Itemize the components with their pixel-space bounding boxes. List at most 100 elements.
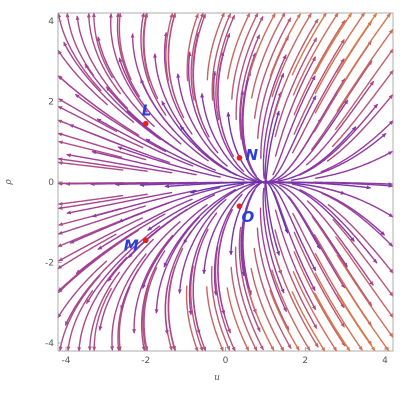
point-label: M: [124, 236, 139, 254]
streamline: [248, 13, 276, 79]
streamline: [58, 217, 143, 262]
streamline: [58, 140, 123, 158]
streamline: [186, 13, 199, 82]
streamline: [306, 80, 374, 166]
streamline: [264, 95, 317, 184]
streamline: [272, 190, 316, 292]
streamline: [264, 181, 317, 272]
y-tick-label: -2: [45, 258, 54, 268]
point-marker: [236, 155, 243, 161]
streamline: [57, 220, 120, 248]
y-axis-label: ρ: [4, 179, 14, 186]
streamline: [86, 225, 161, 304]
streamline: [314, 12, 366, 95]
x-axis-ticks: -4 -2 0 2 4: [61, 347, 388, 366]
streamline: [211, 265, 231, 351]
streamline: [217, 227, 231, 334]
streamline: [254, 17, 292, 119]
point-marker: [142, 120, 149, 127]
streamline: [58, 98, 118, 132]
streamline: [274, 56, 316, 157]
streamline: [271, 269, 311, 351]
streamline: [292, 12, 339, 96]
streamline: [57, 260, 108, 319]
streamline: [77, 256, 128, 352]
streamline: [163, 189, 237, 268]
streamline: [91, 189, 197, 218]
streamline: [292, 212, 345, 309]
streamline: [187, 51, 219, 154]
streamline: [262, 187, 285, 294]
streamline: [145, 138, 245, 181]
equilibrium-points: L N O M: [124, 102, 259, 255]
streamline: [117, 12, 132, 80]
streamline: [337, 13, 378, 74]
streamline: [74, 93, 167, 153]
streamline: [256, 227, 290, 331]
streamline: [188, 212, 218, 316]
streamline: [336, 254, 394, 338]
streamline: [57, 193, 148, 210]
point-label: N: [245, 146, 258, 164]
streamline: [227, 12, 251, 80]
streamline: [291, 58, 345, 154]
streamline: [167, 12, 177, 101]
streamline: [239, 90, 267, 184]
streamline: [84, 63, 161, 141]
streamline: [291, 183, 385, 236]
streamlines: [57, 12, 394, 352]
streamline: [96, 36, 155, 127]
streamline: [214, 246, 236, 352]
streamline: [200, 92, 257, 182]
streamline: [96, 118, 194, 167]
streamline: [274, 37, 318, 138]
streamline: [176, 73, 228, 167]
x-tick-label: 0: [223, 356, 229, 366]
streamline: [238, 226, 261, 333]
streamline: [92, 287, 112, 352]
streamline: [192, 246, 207, 352]
streamline: [292, 271, 337, 352]
streamline: [273, 249, 319, 348]
point-marker: [142, 237, 149, 244]
streamline: [117, 286, 131, 352]
streamline: [253, 247, 292, 349]
streamline: [75, 15, 129, 110]
streamline: [274, 209, 317, 311]
streamline: [57, 49, 108, 106]
streamline: [118, 57, 182, 145]
y-tick-label: -4: [45, 339, 54, 349]
streamline: [299, 189, 378, 264]
streamline: [321, 192, 394, 247]
streamline: [230, 266, 258, 352]
streamline: [263, 181, 372, 190]
streamline: [211, 13, 231, 101]
streamline: [147, 183, 244, 231]
streamline: [231, 12, 259, 100]
streamline: [279, 184, 348, 268]
streamline: [190, 265, 204, 352]
point-label: O: [241, 208, 254, 226]
streamline: [291, 12, 327, 76]
streamline: [64, 242, 134, 326]
streamline: [87, 271, 120, 351]
streamline: [291, 291, 326, 352]
streamline: [259, 207, 287, 313]
streamline: [272, 75, 316, 176]
streamline: [192, 228, 209, 335]
streamline: [268, 181, 355, 242]
streamline: [167, 248, 184, 351]
streamline: [192, 13, 206, 120]
streamline: [277, 99, 349, 181]
streamline: [161, 100, 238, 176]
streamline: [108, 13, 148, 113]
streamline: [120, 221, 181, 310]
streamline: [57, 194, 124, 206]
streamline: [315, 185, 394, 218]
streamline: [250, 268, 285, 352]
streamline: [140, 78, 209, 162]
streamline: [337, 293, 376, 352]
streamline: [274, 229, 318, 330]
streamline: [142, 12, 151, 82]
